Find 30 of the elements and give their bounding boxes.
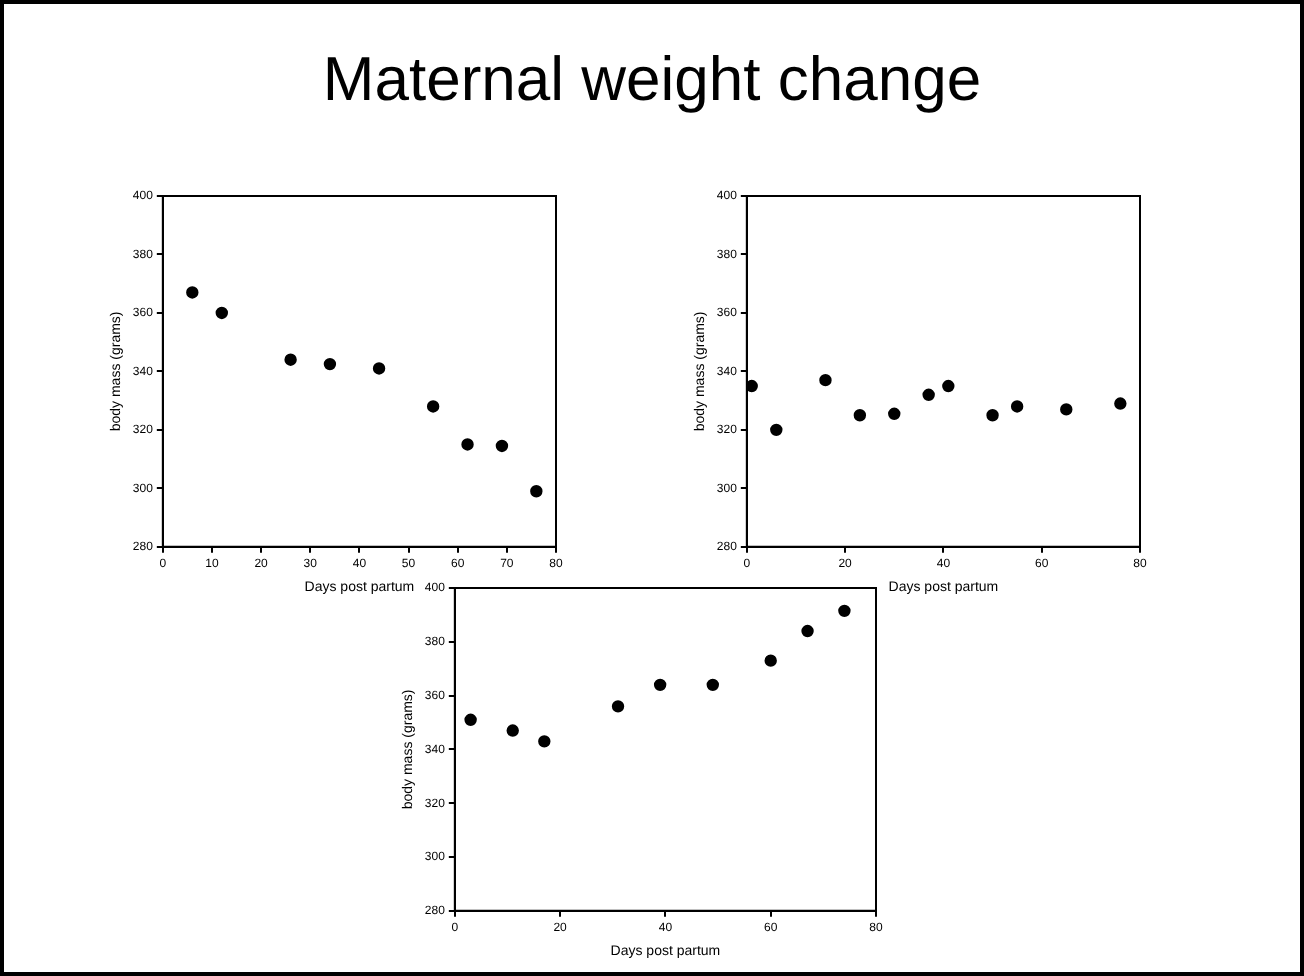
point	[801, 624, 814, 638]
point	[986, 409, 999, 422]
point	[764, 654, 777, 667]
point	[284, 353, 297, 366]
point	[853, 409, 867, 422]
chart-title: Maternal weight change	[320, 44, 984, 116]
point	[770, 423, 783, 437]
point	[653, 678, 667, 692]
point	[922, 388, 935, 401]
point	[215, 306, 228, 320]
point	[888, 407, 901, 420]
point	[506, 724, 519, 737]
point	[942, 379, 955, 393]
point	[611, 700, 625, 713]
point	[323, 357, 337, 371]
point	[495, 439, 509, 453]
point	[530, 485, 543, 498]
point	[464, 713, 477, 727]
point	[838, 604, 851, 618]
point	[1010, 400, 1024, 413]
point	[706, 678, 719, 692]
point	[746, 379, 758, 393]
point	[1060, 403, 1073, 416]
point	[538, 735, 551, 748]
point	[372, 362, 386, 375]
point	[426, 400, 440, 413]
point	[1114, 397, 1127, 410]
point	[186, 286, 199, 299]
point	[819, 373, 832, 387]
point	[461, 438, 474, 451]
